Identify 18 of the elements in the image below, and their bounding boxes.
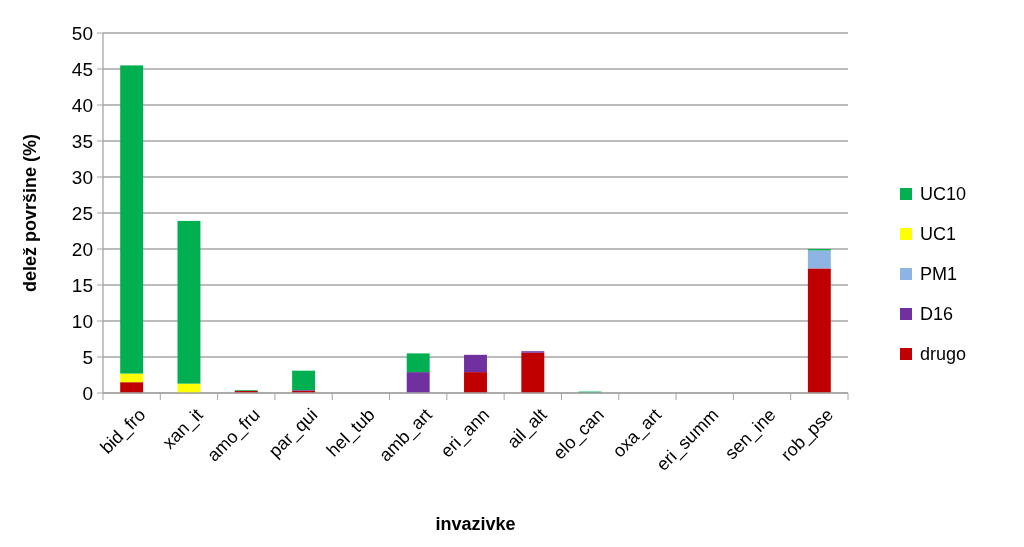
legend-label: D16 [920, 304, 954, 325]
y-tick-label: 0 [82, 382, 93, 404]
legend-label: PM1 [920, 264, 958, 285]
y-tick-label: 25 [71, 202, 93, 224]
legend-label: drugo [920, 344, 967, 365]
y-tick-label: 15 [71, 274, 93, 296]
x-axis-title: invazivke [435, 514, 516, 534]
y-tick-label: 10 [71, 310, 93, 332]
y-tick-label: 50 [71, 22, 93, 44]
y-tick-label: 40 [71, 94, 93, 116]
y-tick-label: 20 [71, 238, 93, 260]
y-axis-title: delež površine (%) [20, 133, 40, 293]
y-tick-label: 5 [82, 346, 93, 368]
y-tick-label: 35 [71, 130, 93, 152]
legend-label: UC1 [920, 224, 957, 245]
y-tick-label: 45 [71, 58, 93, 80]
y-tick-label: 30 [71, 166, 93, 188]
legend-label: UC10 [920, 184, 967, 205]
